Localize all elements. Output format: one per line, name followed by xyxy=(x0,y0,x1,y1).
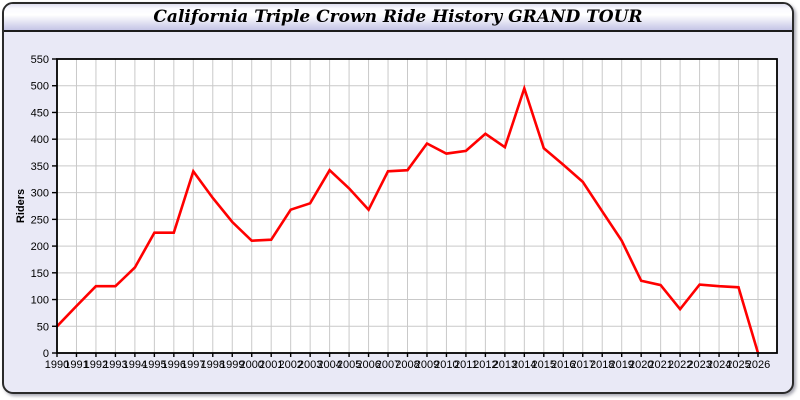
chart-window: California Triple Crown Ride History GRA… xyxy=(2,2,794,394)
page-title: California Triple Crown Ride History GRA… xyxy=(153,7,643,27)
title-bar: California Triple Crown Ride History GRA… xyxy=(4,4,792,32)
